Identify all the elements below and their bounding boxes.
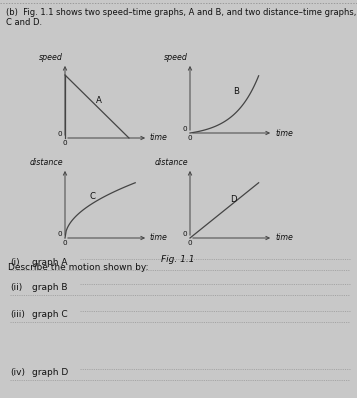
Text: Describe the motion shown by:: Describe the motion shown by: — [8, 263, 149, 272]
Text: (i): (i) — [10, 258, 20, 267]
Text: 0: 0 — [57, 231, 62, 237]
Text: graph D: graph D — [32, 368, 68, 377]
Text: A: A — [96, 96, 102, 105]
Text: D: D — [231, 195, 237, 204]
Text: time: time — [275, 234, 293, 242]
Text: 0: 0 — [63, 140, 67, 146]
Text: time: time — [150, 234, 168, 242]
Text: (b)  Fig. 1.1 shows two speed–time graphs, A and B, and two distance–time graphs: (b) Fig. 1.1 shows two speed–time graphs… — [6, 8, 356, 27]
Text: (iii): (iii) — [10, 310, 25, 319]
Text: 0: 0 — [57, 131, 62, 137]
Text: 0: 0 — [188, 135, 192, 141]
Text: time: time — [150, 133, 168, 142]
Text: 0: 0 — [182, 231, 187, 237]
Text: graph B: graph B — [32, 283, 67, 292]
Text: (ii): (ii) — [10, 283, 22, 292]
Text: Fig. 1.1: Fig. 1.1 — [161, 255, 195, 264]
Text: B: B — [233, 87, 239, 96]
Text: (iv): (iv) — [10, 368, 25, 377]
Text: speed: speed — [39, 53, 63, 62]
Text: 0: 0 — [188, 240, 192, 246]
Text: graph A: graph A — [32, 258, 67, 267]
Text: distance: distance — [29, 158, 63, 167]
Text: time: time — [275, 129, 293, 137]
Text: distance: distance — [154, 158, 188, 167]
Text: 0: 0 — [63, 240, 67, 246]
Text: speed: speed — [164, 53, 188, 62]
Text: 0: 0 — [182, 126, 187, 132]
Text: graph C: graph C — [32, 310, 67, 319]
Text: C: C — [90, 192, 96, 201]
